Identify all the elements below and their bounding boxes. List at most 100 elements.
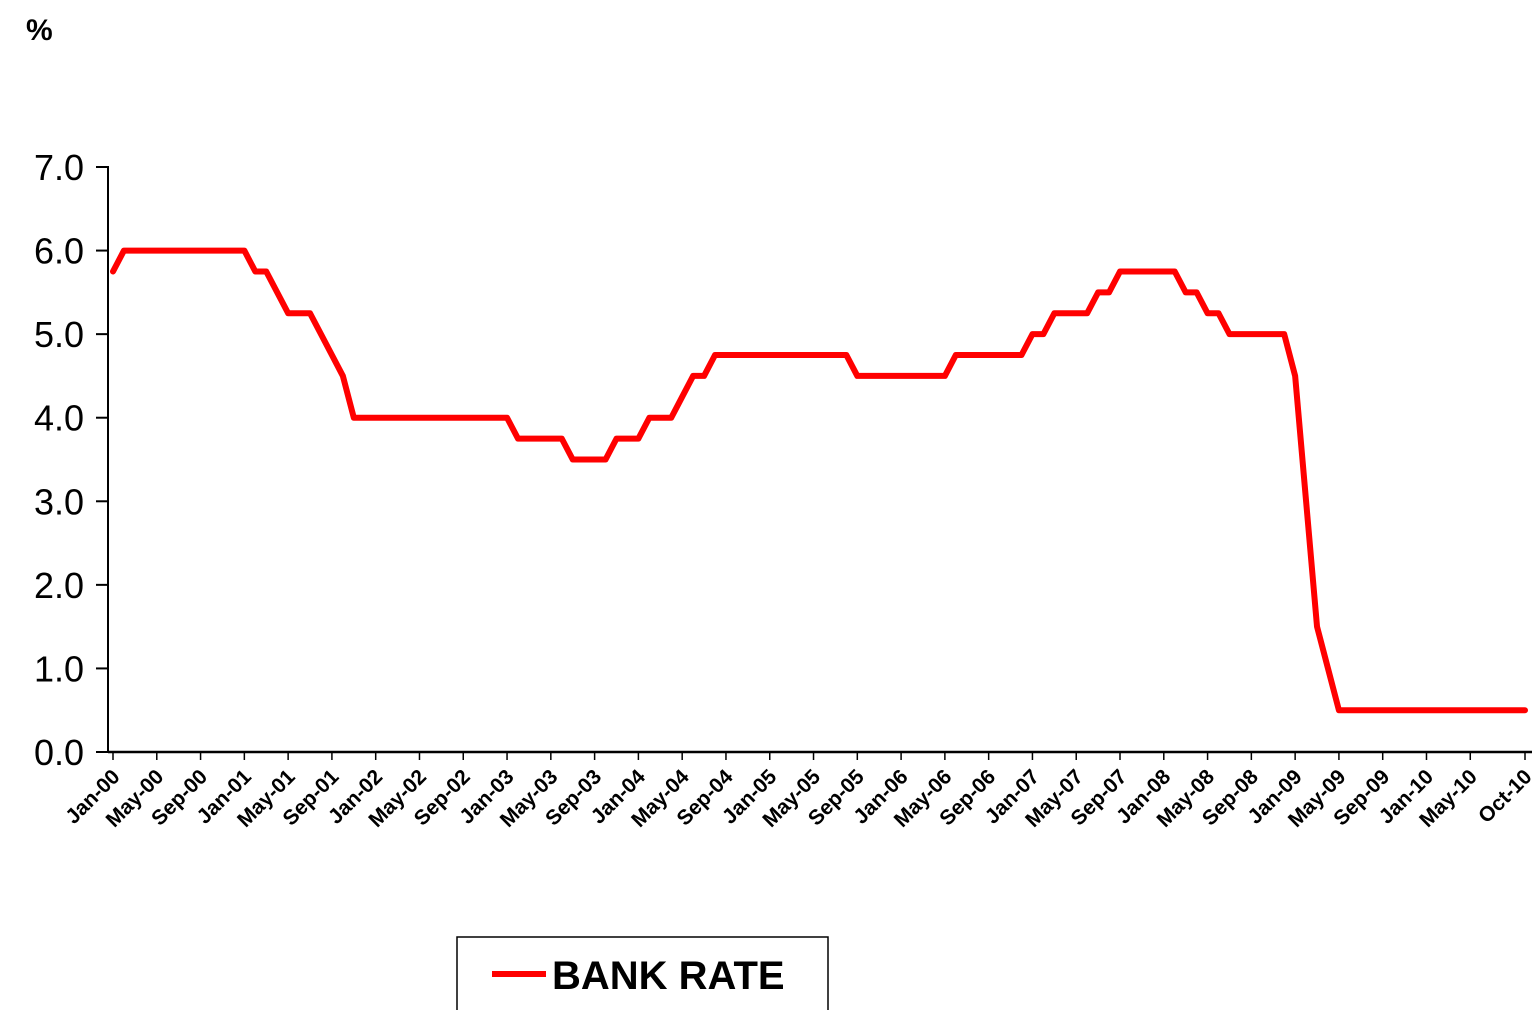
data-point	[920, 373, 925, 378]
data-point	[395, 415, 400, 420]
data-point	[417, 415, 422, 420]
y-tick-label: 4.0	[34, 398, 84, 439]
data-point	[1063, 311, 1068, 316]
data-point	[450, 415, 455, 420]
data-point	[1052, 311, 1057, 316]
data-point	[505, 415, 510, 420]
data-point	[1446, 708, 1451, 713]
data-point	[1118, 269, 1123, 274]
data-point	[910, 373, 915, 378]
data-point	[1358, 708, 1363, 713]
y-tick-label: 1.0	[34, 648, 84, 689]
data-point	[1194, 290, 1199, 295]
data-point	[723, 353, 728, 358]
data-point	[308, 311, 313, 316]
data-point	[986, 353, 991, 358]
data-point	[1172, 269, 1177, 274]
data-point	[625, 436, 630, 441]
data-point	[603, 457, 608, 462]
data-point	[778, 353, 783, 358]
data-point	[143, 248, 148, 253]
data-point	[132, 248, 137, 253]
data-point	[318, 332, 323, 337]
data-point	[1271, 332, 1276, 337]
data-point	[537, 436, 542, 441]
data-point	[428, 415, 433, 420]
data-point	[899, 373, 904, 378]
data-point	[1315, 624, 1320, 629]
data-point	[198, 248, 203, 253]
data-point	[1512, 708, 1517, 713]
data-point	[362, 415, 367, 420]
data-point	[1008, 353, 1013, 358]
data-point	[1380, 708, 1385, 713]
data-point	[1030, 332, 1035, 337]
data-point	[888, 373, 893, 378]
data-point	[931, 373, 936, 378]
data-point	[1413, 708, 1418, 713]
data-point	[286, 311, 291, 316]
data-point	[494, 415, 499, 420]
y-unit-label: %	[26, 14, 53, 47]
data-point	[121, 248, 126, 253]
data-point	[231, 248, 236, 253]
data-point	[275, 290, 280, 295]
data-point	[351, 415, 356, 420]
data-point	[384, 415, 389, 420]
data-point	[997, 353, 1002, 358]
x-axis-ticks: Jan-00May-00Sep-00Jan-01May-01Sep-01Jan-…	[61, 752, 1534, 832]
data-point	[800, 353, 805, 358]
y-tick-label: 5.0	[34, 314, 84, 355]
data-point	[1325, 666, 1330, 671]
data-point	[515, 436, 520, 441]
data-point	[1260, 332, 1265, 337]
data-point	[1336, 708, 1341, 713]
data-point	[483, 415, 488, 420]
data-point	[669, 415, 674, 420]
data-point	[1402, 708, 1407, 713]
data-point	[1369, 708, 1374, 713]
y-tick-label: 3.0	[34, 481, 84, 522]
data-point	[406, 415, 411, 420]
data-point	[570, 457, 575, 462]
data-point	[942, 373, 947, 378]
legend: BANK RATE	[456, 936, 829, 1010]
data-point	[581, 457, 586, 462]
data-point	[264, 269, 269, 274]
data-point	[614, 436, 619, 441]
data-point	[472, 415, 477, 420]
data-point	[680, 394, 685, 399]
data-point	[1282, 332, 1287, 337]
y-axis-ticks: 0.0 1.0 2.0 3.0 4.0 5.0 6.0 7.0	[34, 147, 108, 773]
data-point	[439, 415, 444, 420]
legend-label: BANK RATE	[552, 954, 785, 998]
data-point	[1391, 708, 1396, 713]
data-point	[1161, 269, 1166, 274]
data-point	[975, 353, 980, 358]
data-point	[1468, 708, 1473, 713]
data-point	[340, 373, 345, 378]
data-point	[1019, 353, 1024, 358]
data-point	[767, 353, 772, 358]
data-point	[1150, 269, 1155, 274]
data-point	[1347, 708, 1352, 713]
data-point	[187, 248, 192, 253]
data-point	[658, 415, 663, 420]
data-point	[1293, 373, 1298, 378]
data-point	[526, 436, 531, 441]
data-point	[461, 415, 466, 420]
y-tick-label: 6.0	[34, 231, 84, 272]
data-point	[253, 269, 258, 274]
data-point	[329, 353, 334, 358]
data-point	[833, 353, 838, 358]
data-point	[1227, 332, 1232, 337]
data-point	[1479, 708, 1484, 713]
data-point	[1424, 708, 1429, 713]
data-point	[1249, 332, 1254, 337]
data-point	[1041, 332, 1046, 337]
data-point	[1435, 708, 1440, 713]
data-point	[111, 269, 116, 274]
data-point	[220, 248, 225, 253]
data-point	[702, 373, 707, 378]
data-point	[811, 353, 816, 358]
